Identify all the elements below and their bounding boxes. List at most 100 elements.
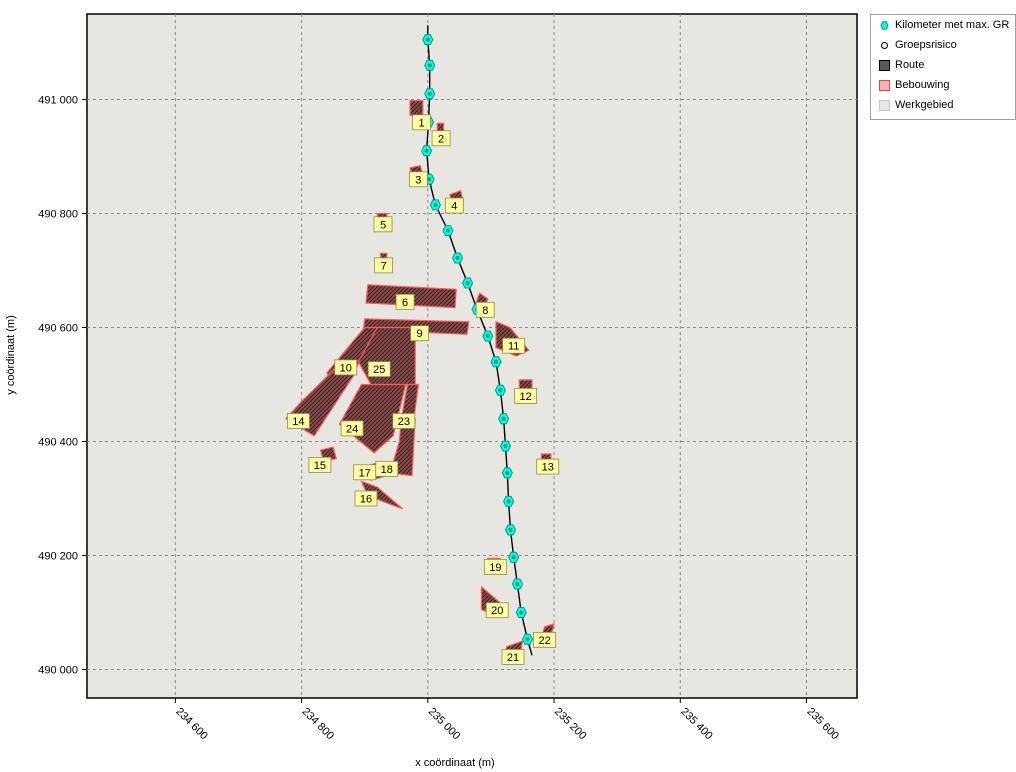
- building-label: 15: [314, 460, 326, 472]
- building-label: 13: [542, 462, 554, 474]
- legend-werkgebied: Werkgebied: [879, 97, 954, 113]
- legend-label: Bebouwing: [895, 79, 950, 91]
- building-label: 11: [508, 341, 519, 353]
- km-marker-dot: [433, 202, 438, 207]
- building-label-box: [412, 114, 431, 131]
- building-label: 8: [482, 305, 488, 317]
- building-label: 25: [373, 364, 385, 376]
- x-tick-label: 235 400: [678, 706, 715, 743]
- legend: Kilometer met max. GR Groepsrisico Route…: [870, 14, 1016, 120]
- building-label: 23: [398, 416, 410, 428]
- building-label-box: [375, 460, 399, 477]
- km-marker-dot: [511, 555, 516, 560]
- building-label: 5: [380, 219, 386, 231]
- building-label-box: [533, 631, 556, 648]
- y-tick-label: 490 000: [38, 665, 78, 677]
- building-label-box: [340, 420, 364, 437]
- building-label: 20: [491, 605, 503, 617]
- route-swatch-icon: [879, 59, 890, 71]
- building-label: 7: [381, 260, 387, 272]
- legend-label: Kilometer met max. GR: [895, 19, 1010, 31]
- building-label-box: [308, 456, 332, 473]
- werkgebied-swatch-icon: [879, 99, 890, 111]
- building-label: 1: [418, 117, 424, 129]
- km-marker-dot: [455, 255, 460, 260]
- building-label: 19: [489, 562, 501, 574]
- legend-km-max-gr: Kilometer met max. GR: [879, 17, 1009, 33]
- building-label: 22: [538, 635, 550, 647]
- y-tick-label: 491 000: [38, 95, 78, 107]
- km-marker-dot: [519, 610, 524, 615]
- building-label: 21: [507, 652, 519, 664]
- km-marker-dot: [485, 334, 490, 339]
- km-marker-dot: [465, 281, 470, 286]
- building-label-box: [475, 301, 495, 318]
- x-tick-label: 234 600: [173, 706, 210, 743]
- km-marker-dot: [515, 582, 520, 586]
- km-marker-dot: [424, 148, 429, 153]
- legend-label: Groepsrisico: [895, 39, 957, 51]
- building-label-box: [410, 325, 430, 342]
- building-label-box: [502, 337, 526, 354]
- km-marker-dot: [506, 499, 511, 504]
- building-label: 14: [292, 416, 304, 428]
- building-label-box: [501, 649, 525, 665]
- building-label: 3: [415, 174, 421, 186]
- building-label: 4: [451, 201, 457, 213]
- building-label-box: [354, 490, 378, 507]
- building-label: 24: [346, 423, 358, 435]
- building-label-box: [514, 387, 538, 404]
- building-label-box: [444, 197, 464, 214]
- building-label: 6: [402, 297, 408, 309]
- building-label-box: [395, 293, 415, 310]
- building-label: 16: [360, 494, 372, 506]
- building-b1[interactable]: [409, 99, 424, 117]
- km-marker-dot: [525, 637, 530, 642]
- x-tick-label: 234 800: [299, 706, 336, 743]
- y-tick-label: 490 400: [38, 437, 78, 449]
- km-marker-dot: [505, 470, 510, 475]
- x-tick-label: 235 600: [804, 706, 841, 743]
- building-label: 9: [417, 328, 423, 340]
- building-label-box: [374, 257, 394, 274]
- building-label-box: [536, 458, 560, 475]
- km-marker-dot: [427, 63, 432, 68]
- legend-route: Route: [879, 57, 924, 73]
- km-marker-dot: [427, 91, 432, 96]
- km-marker-dot: [446, 228, 451, 233]
- y-axis-label: y coördinaat (m): [5, 315, 17, 394]
- x-tick-label: 235 200: [552, 706, 589, 743]
- circle-icon: [881, 41, 888, 49]
- y-tick-label: 490 200: [38, 551, 78, 563]
- bebouwing-swatch-icon: [879, 79, 890, 91]
- building-label-box: [485, 602, 509, 619]
- building-label-box: [334, 359, 358, 376]
- map-plot-area[interactable]: [86, 13, 858, 699]
- km-marker-dot: [501, 416, 506, 421]
- legend-label: Werkgebied: [895, 99, 954, 111]
- km-marker-icon: [880, 20, 889, 30]
- km-marker-dot: [427, 177, 432, 182]
- km-marker-dot: [425, 37, 430, 42]
- building-label-box: [431, 130, 451, 147]
- building-label-box: [367, 361, 391, 378]
- km-marker-dot: [503, 444, 508, 449]
- x-axis-label: x coördinaat (m): [415, 757, 494, 769]
- legend-bebouwing: Bebouwing: [879, 77, 949, 93]
- building-label: 12: [520, 391, 532, 403]
- building-label-box: [483, 559, 507, 575]
- building-label-box: [392, 413, 416, 429]
- y-tick-label: 490 600: [38, 323, 78, 335]
- building-label: 18: [381, 464, 393, 476]
- km-marker-dot: [508, 527, 513, 532]
- legend-label: Route: [895, 59, 925, 71]
- legend-groepsrisico: Groepsrisico: [879, 37, 957, 53]
- y-tick-label: 490 800: [38, 209, 78, 221]
- building-label: 17: [359, 467, 371, 479]
- building-label: 10: [340, 362, 352, 374]
- building-label-box: [373, 216, 393, 233]
- x-tick-label: 235 000: [426, 706, 463, 743]
- building-label: 2: [438, 133, 444, 145]
